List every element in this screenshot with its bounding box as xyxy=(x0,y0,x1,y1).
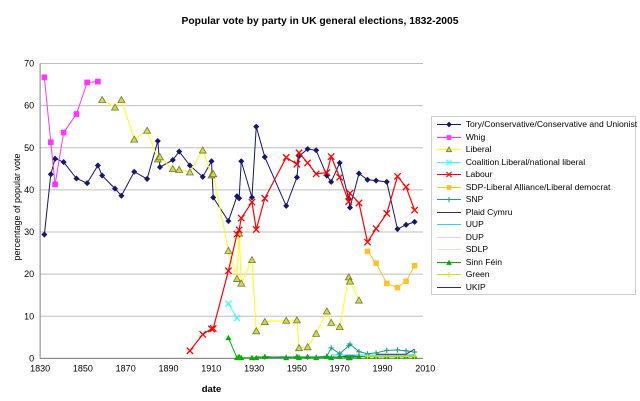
svg-text:1990: 1990 xyxy=(372,363,392,373)
svg-text:60: 60 xyxy=(24,101,34,111)
svg-text:1910: 1910 xyxy=(201,363,221,373)
svg-text:50: 50 xyxy=(24,143,34,153)
svg-text:20: 20 xyxy=(24,269,34,279)
svg-text:30: 30 xyxy=(24,227,34,237)
svg-text:70: 70 xyxy=(24,58,34,68)
svg-text:0: 0 xyxy=(29,353,34,363)
svg-text:40: 40 xyxy=(24,185,34,195)
svg-text:1930: 1930 xyxy=(244,363,264,373)
svg-text:10: 10 xyxy=(24,311,34,321)
svg-text:1950: 1950 xyxy=(287,363,307,373)
svg-text:1830: 1830 xyxy=(30,363,50,373)
svg-text:1850: 1850 xyxy=(73,363,93,373)
svg-text:2010: 2010 xyxy=(415,363,435,373)
svg-text:1870: 1870 xyxy=(116,363,136,373)
svg-text:1890: 1890 xyxy=(158,363,178,373)
svg-text:1970: 1970 xyxy=(330,363,350,373)
